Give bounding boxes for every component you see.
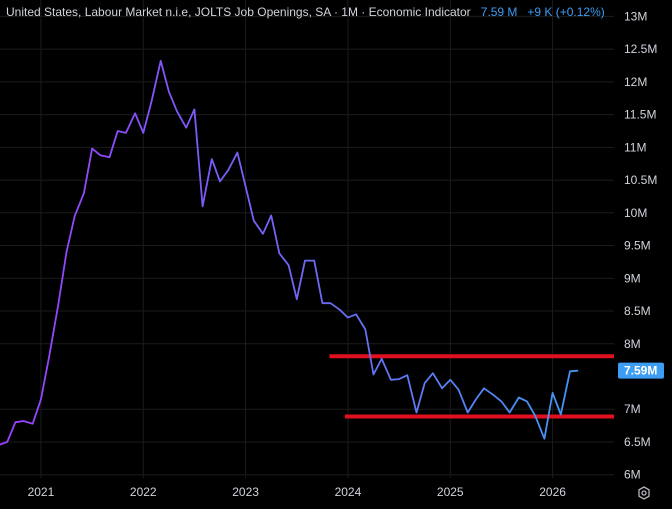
y-tick-label-4: 8.5M <box>624 304 651 318</box>
y-tick-label-12: 12.5M <box>624 42 657 56</box>
gear-icon <box>638 486 650 500</box>
y-tick-label-1: 6.5M <box>624 435 651 449</box>
series-line-0[interactable] <box>0 60 579 446</box>
y-tick-label-11: 12M <box>624 75 647 89</box>
y-tick-label-8: 10.5M <box>624 173 657 187</box>
y-tick-label-3: 8M <box>624 337 641 351</box>
x-tick-label-1: 2022 <box>130 485 157 499</box>
chart-header: United States, Labour Market n.i.e, JOLT… <box>6 5 605 19</box>
support-resistance-lines[interactable] <box>329 354 614 419</box>
chart-settings-button[interactable] <box>634 484 654 502</box>
x-tick-label-3: 2024 <box>335 485 362 499</box>
y-tick-label-6: 9.5M <box>624 239 651 253</box>
y-tick-label-5: 9M <box>624 271 641 285</box>
x-tick-label-4: 2025 <box>437 485 464 499</box>
x-axis[interactable]: 2021 2022 2023 2024 2025 2026 <box>28 485 567 499</box>
y-tick-label-2: 7M <box>624 402 641 416</box>
grid-lines <box>0 0 614 478</box>
x-tick-label-5: 2026 <box>539 485 566 499</box>
y-tick-label-7: 10M <box>624 206 647 220</box>
chart-title: United States, Labour Market n.i.e, JOLT… <box>6 5 471 19</box>
last-value-badge-label: 7.59M <box>624 364 657 378</box>
y-tick-label-0: 6M <box>624 468 641 482</box>
x-tick-label-0: 2021 <box>28 485 55 499</box>
change-text: +9 K (+0.12%) <box>527 5 605 19</box>
last-value-badge-bg <box>618 362 664 379</box>
y-tick-label-9: 11M <box>624 140 646 154</box>
last-value-text: 7.59 M <box>480 5 518 19</box>
x-tick-label-2: 2023 <box>232 485 259 499</box>
y-axis[interactable]: 6M 6.5M 7M 8M 8.5M 9M 9.5M 10M 10.5M 11M 11.5M 12M 1… <box>624 9 657 481</box>
series-line-group[interactable] <box>0 60 579 446</box>
y-tick-label-13: 13M <box>624 9 647 23</box>
y-tick-label-10: 11.5M <box>624 108 656 122</box>
last-value-badge: 7.59M <box>618 362 664 379</box>
